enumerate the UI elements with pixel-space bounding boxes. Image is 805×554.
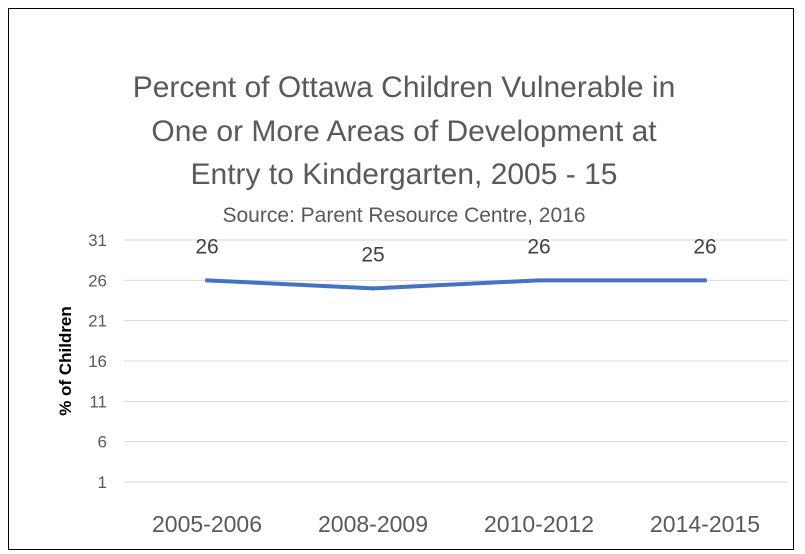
chart-subtitle: Source: Parent Resource Centre, 2016 — [222, 204, 585, 227]
data-point — [205, 278, 209, 283]
x-tick-labels: 2005-2006 2008-2009 2010-2012 2014-2015 — [152, 511, 760, 537]
y-axis-label: % of Children — [56, 306, 75, 416]
y-tick-label: 21 — [88, 312, 107, 331]
y-tick-label: 6 — [98, 433, 107, 452]
chart-title-line-3: Entry to Kindergarten, 2005 - 15 — [191, 158, 618, 191]
series-lines — [205, 278, 707, 291]
chart-title-line-1: Percent of Ottawa Children Vulnerable in — [133, 71, 676, 104]
y-tick-label: 11 — [89, 392, 107, 411]
y-tick-label: 31 — [88, 231, 107, 250]
data-label: 25 — [361, 243, 384, 266]
y-tick-label: 26 — [88, 271, 107, 290]
chart-title-line-2: One or More Areas of Development at — [151, 115, 657, 148]
data-labels: 26 25 26 26 — [195, 235, 716, 266]
y-tick-label: 1 — [98, 473, 107, 492]
x-tick-label: 2010-2012 — [484, 511, 594, 537]
x-tick-label: 2005-2006 — [152, 511, 262, 537]
data-label: 26 — [527, 235, 550, 258]
data-point — [537, 278, 541, 283]
series-line — [205, 278, 707, 291]
data-label: 26 — [693, 235, 716, 258]
data-label: 26 — [195, 235, 218, 258]
x-tick-label: 2014-2015 — [650, 511, 760, 537]
data-point — [371, 286, 375, 291]
gridlines — [124, 239, 788, 483]
x-tick-label: 2008-2009 — [318, 511, 428, 537]
y-tick-label: 16 — [88, 352, 107, 371]
data-point — [703, 278, 707, 283]
